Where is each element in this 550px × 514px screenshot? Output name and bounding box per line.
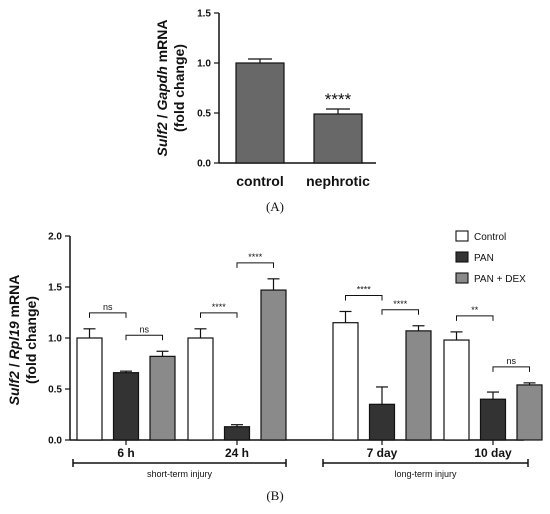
comparison-label: ****	[248, 252, 263, 262]
category-label: 24 h	[225, 446, 249, 460]
y-axis-label-part: /	[6, 359, 22, 371]
y-tick-label: 0.5	[48, 385, 62, 396]
bar-control	[443, 339, 470, 441]
legend-swatch	[455, 251, 469, 263]
y-axis-label-line1: Sulf2 / Rpl19 mRNA	[6, 275, 22, 406]
comparison-bracket	[381, 309, 419, 315]
y-axis-label-part: Gapdh	[154, 66, 170, 110]
comparison-label: **	[471, 305, 479, 315]
y-tick-label: 0.5	[197, 109, 211, 120]
y-axis-label-part: Sulf2	[154, 122, 170, 156]
bar-nephrotic	[313, 113, 363, 164]
comparison-bracket	[200, 312, 238, 318]
legend-label: Control	[474, 232, 506, 243]
comparison-label: ****	[393, 299, 408, 309]
category-label: 6 h	[117, 446, 134, 460]
bar-pan-dex	[405, 330, 432, 441]
bar-pan	[223, 426, 251, 441]
bar-pan-dex	[260, 289, 287, 441]
panel-label: (A)	[266, 199, 284, 214]
legend-swatch	[455, 230, 469, 242]
y-tick-label: 0.0	[48, 436, 62, 447]
panel-label: (B)	[266, 488, 283, 503]
category-label: nephrotic	[306, 173, 370, 189]
bar-control	[332, 322, 359, 441]
y-tick-label: 0.0	[197, 159, 211, 170]
category-label: 10 day	[474, 446, 512, 460]
bar-control	[235, 62, 285, 164]
category-label: 7 day	[367, 446, 398, 460]
y-axis-label-part: Sulf2	[6, 371, 22, 405]
y-axis-label-line1: Sulf2 / Gapdh mRNA	[154, 20, 170, 157]
comparison-label: ns	[103, 302, 113, 312]
y-tick-label: 1.0	[197, 59, 211, 70]
y-axis-label: Sulf2 / Rpl19 mRNA (fold change)	[6, 275, 39, 406]
comparison-label: ****	[212, 302, 227, 312]
y-axis-label-part: mRNA	[154, 20, 170, 67]
legend-label: PAN + DEX	[474, 274, 526, 285]
panel-a: 0.0 0.5 1.0 1.5 Sulf2 / Gapdh mRNA(fold chan…	[154, 9, 376, 214]
bar-control	[187, 337, 214, 441]
group-label: long-term injury	[394, 469, 457, 479]
group-label: short-term injury	[147, 469, 213, 479]
bar-control	[76, 337, 103, 441]
comparison-bracket	[492, 366, 530, 372]
comparison-bracket	[345, 294, 383, 301]
y-axis-label-line2: (fold change)	[171, 44, 187, 132]
comparison-bracket	[125, 334, 163, 341]
y-axis-label-part: mRNA	[6, 275, 22, 322]
y-axis-label: Sulf2 / Gapdh mRNA(fold change)	[154, 20, 187, 157]
bar-pan-dex	[149, 355, 176, 441]
significance-label: ****	[325, 90, 352, 109]
bar-pan	[368, 403, 396, 441]
comparison-bracket	[236, 262, 274, 268]
y-tick-label: 1.5	[197, 9, 211, 20]
legend-swatch	[455, 272, 469, 284]
y-tick-label: 1.0	[48, 334, 62, 345]
panel-b: 0.0 0.5 1.0 1.5 2.0 Sulf2 / Rpl19 mRNA (fold c…	[6, 230, 543, 503]
y-tick-label: 2.0	[48, 232, 62, 243]
y-axis-label-part: /	[154, 111, 170, 123]
bar-pan	[112, 372, 140, 441]
bar-pan-dex	[516, 384, 543, 441]
category-label: control	[236, 173, 283, 189]
legend-label: PAN	[474, 253, 494, 264]
comparison-bracket	[89, 312, 127, 318]
bar-pan	[479, 398, 507, 441]
comparison-label: ****	[357, 284, 372, 294]
y-tick-label: 1.5	[48, 283, 62, 294]
comparison-bracket	[456, 315, 494, 321]
y-axis-label-line2: (fold change)	[23, 296, 39, 384]
comparison-label: ns	[139, 324, 149, 334]
legend: Control PAN PAN + DEX	[455, 230, 526, 285]
comparison-label: ns	[506, 356, 516, 366]
y-axis-label-part: Rpl19	[6, 321, 22, 359]
